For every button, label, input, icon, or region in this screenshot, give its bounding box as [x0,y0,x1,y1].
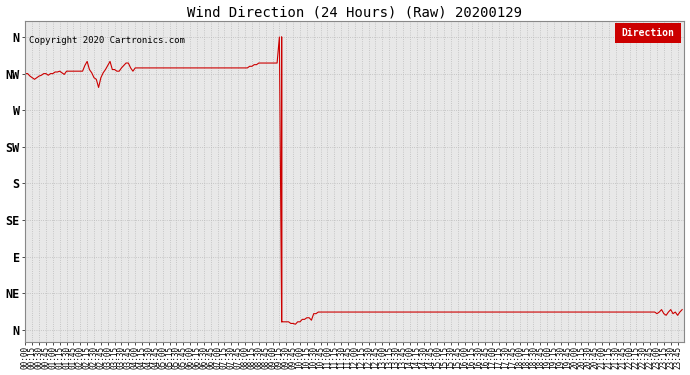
Text: Direction: Direction [622,28,675,38]
Text: Copyright 2020 Cartronics.com: Copyright 2020 Cartronics.com [29,36,185,45]
Title: Wind Direction (24 Hours) (Raw) 20200129: Wind Direction (24 Hours) (Raw) 20200129 [188,6,522,20]
